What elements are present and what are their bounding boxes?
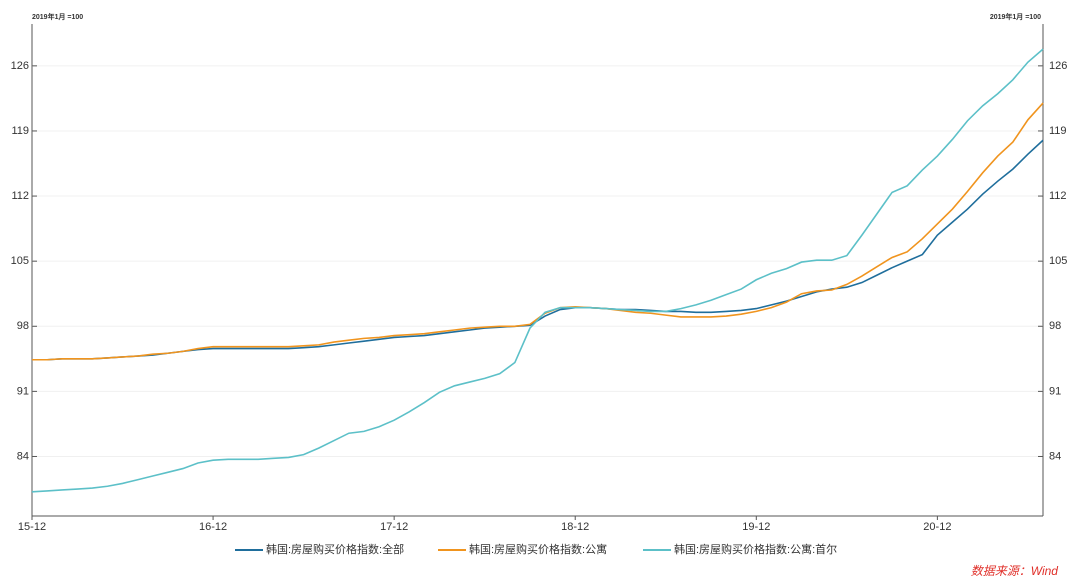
series-line: [31, 48, 1044, 493]
x-tick-label: 19-12: [742, 521, 770, 533]
y-tick-label: 84: [17, 450, 29, 462]
legend-label: 韩国:房屋购买价格指数:公寓: [469, 542, 607, 556]
series-line: [32, 139, 1044, 361]
y-tick-label: 105: [11, 255, 29, 267]
x-tick-label: 16-12: [199, 521, 227, 533]
legend-label: 韩国:房屋购买价格指数:全部: [266, 542, 404, 556]
y2-tick-label: 112: [1049, 190, 1067, 202]
series-line: [32, 102, 1044, 361]
y2-tick-label: 84: [1049, 450, 1061, 462]
x-tick-label: 18-12: [561, 521, 589, 533]
y-tick-label: 112: [11, 190, 29, 202]
y-tick-label: 91: [17, 385, 29, 397]
y2-tick-label: 98: [1049, 320, 1061, 332]
y-tick-label: 98: [17, 320, 29, 332]
y2-tick-label: 126: [1049, 60, 1067, 72]
y2-tick-label: 119: [1049, 125, 1067, 137]
source-note: 数据来源：Wind: [971, 564, 1059, 578]
y2-tick-label: 91: [1049, 385, 1061, 397]
legend-label: 韩国:房屋购买价格指数:公寓:首尔: [674, 542, 837, 556]
y-tick-label: 126: [11, 60, 29, 72]
y-tick-label: 119: [11, 125, 29, 137]
x-tick-label: 20-12: [923, 521, 951, 533]
y2-unit-label: 2019年1月 =100: [990, 12, 1041, 21]
x-tick-label: 15-12: [18, 521, 46, 533]
y2-tick-label: 105: [1049, 255, 1067, 267]
y-unit-label: 2019年1月 =100: [32, 12, 83, 21]
x-tick-label: 17-12: [380, 521, 408, 533]
